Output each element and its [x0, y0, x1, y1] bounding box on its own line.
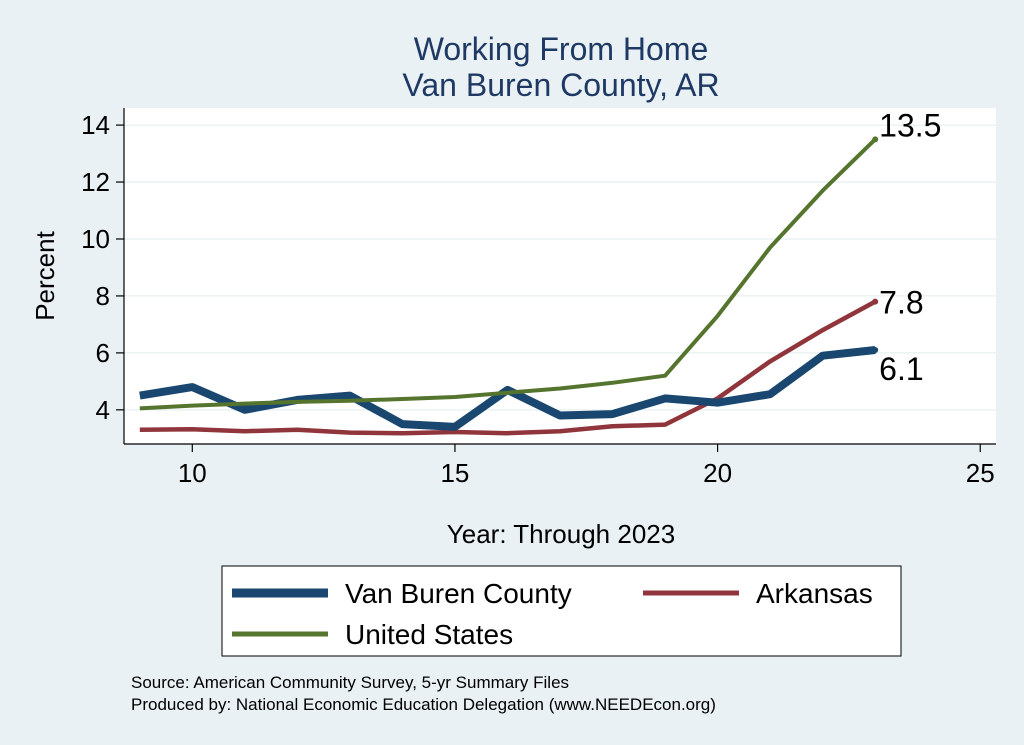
y-tick-label: 4	[96, 395, 110, 425]
y-tick-label: 6	[96, 338, 110, 368]
end-point-van-buren-county	[872, 347, 879, 354]
series-line-united-states	[139, 137, 877, 411]
legend-label-arkansas: Arkansas	[756, 578, 873, 609]
x-axis-label: Year: Through 2023	[447, 519, 675, 549]
y-tick-label: 12	[81, 167, 110, 197]
end-labels: 6.1 7.8 13.5	[879, 107, 941, 387]
legend-box	[221, 565, 902, 657]
y-tick-label: 14	[81, 110, 110, 140]
x-tick-label: 25	[966, 458, 995, 488]
x-tick-label: 20	[703, 458, 732, 488]
y-tick-label: 8	[96, 281, 110, 311]
end-point-united-states	[872, 136, 879, 143]
end-label-united-states: 13.5	[879, 107, 941, 143]
chart-subtitle: Van Buren County, AR	[402, 67, 719, 103]
series-lines	[139, 136, 879, 436]
end-label-arkansas: 7.8	[879, 285, 923, 321]
legend: Van Buren County Arkansas United States	[232, 578, 873, 650]
legend-label-united-states: United States	[345, 619, 513, 650]
series-line-arkansas	[139, 299, 877, 436]
x-tick-label: 15	[440, 458, 469, 488]
tick-labels: 4 6 8 10 12 14 10 15 20 25	[81, 110, 995, 488]
series-line-van-buren-county	[139, 346, 876, 431]
end-label-van-buren-county: 6.1	[879, 351, 923, 387]
end-point-arkansas	[872, 298, 879, 305]
source-note: Source: American Community Survey, 5-yr …	[131, 673, 569, 692]
chart-title: Working From Home	[414, 31, 709, 67]
y-tick-label: 10	[81, 224, 110, 254]
plot-area	[124, 108, 996, 444]
legend-label-van-buren-county: Van Buren County	[345, 578, 572, 609]
y-axis-label: Percent	[30, 230, 60, 320]
x-tick-label: 10	[178, 458, 207, 488]
gridlines	[124, 124, 996, 411]
axes	[116, 108, 996, 452]
producer-note: Produced by: National Economic Education…	[131, 695, 716, 714]
